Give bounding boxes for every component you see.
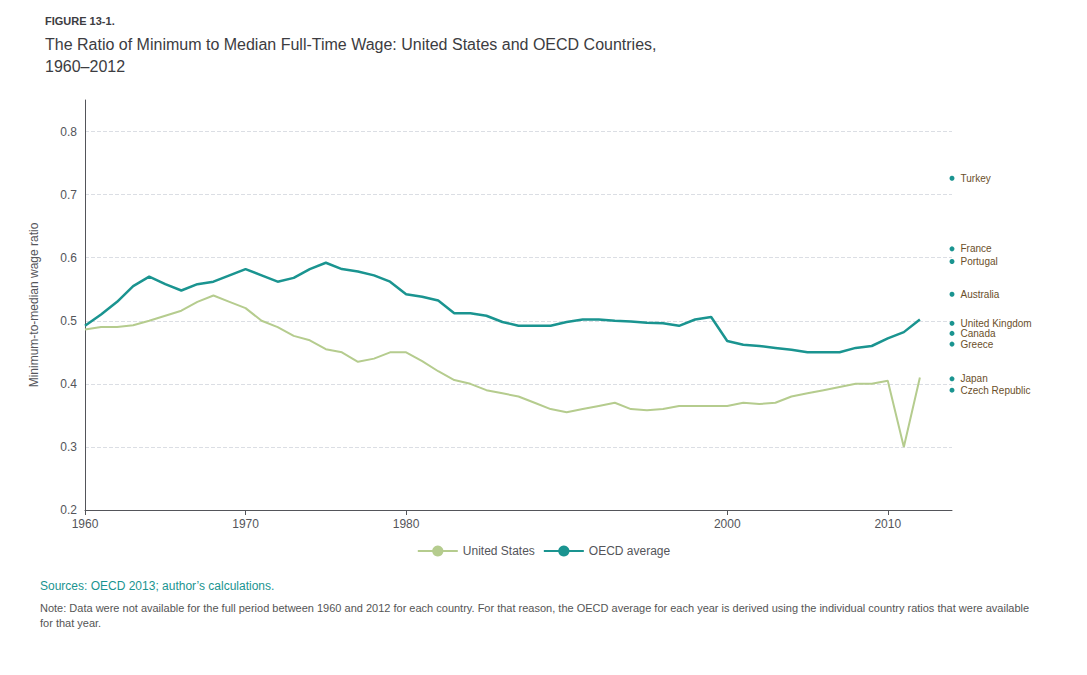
svg-text:United States: United States — [463, 544, 535, 558]
svg-text:2000: 2000 — [714, 517, 741, 531]
svg-text:FIGURE 13-1.: FIGURE 13-1. — [45, 15, 115, 27]
svg-text:Greece: Greece — [961, 339, 994, 350]
svg-text:OECD average: OECD average — [589, 544, 671, 558]
svg-text:0.7: 0.7 — [60, 188, 77, 202]
svg-text:for that year.: for that year. — [40, 617, 101, 629]
svg-text:1960–2012: 1960–2012 — [45, 58, 125, 75]
svg-text:0.5: 0.5 — [60, 314, 77, 328]
svg-text:Sources: OECD 2013; author’s c: Sources: OECD 2013; author’s calculation… — [40, 579, 274, 593]
svg-text:0.6: 0.6 — [60, 251, 77, 265]
svg-text:Note: Data were not available: Note: Data were not available for the fu… — [40, 602, 1032, 614]
svg-text:Portugal: Portugal — [961, 256, 998, 267]
svg-text:1960: 1960 — [72, 517, 99, 531]
svg-text:0.2: 0.2 — [60, 503, 77, 517]
svg-text:0.4: 0.4 — [60, 377, 77, 391]
svg-text:Czech Republic: Czech Republic — [961, 385, 1031, 396]
svg-text:Japan: Japan — [961, 373, 988, 384]
svg-text:Turkey: Turkey — [961, 173, 991, 184]
svg-text:United Kingdom: United Kingdom — [960, 317, 1032, 329]
svg-text:1970: 1970 — [232, 517, 259, 531]
svg-text:Minimum-to-median wage ratio: Minimum-to-median wage ratio — [27, 222, 41, 387]
svg-text:Australia: Australia — [961, 289, 1000, 300]
svg-text:0.8: 0.8 — [60, 125, 77, 139]
svg-text:1980: 1980 — [393, 517, 420, 531]
svg-text:Canada: Canada — [961, 328, 996, 339]
svg-text:The Ratio of Minimum to Median: The Ratio of Minimum to Median Full-Time… — [45, 36, 657, 53]
svg-text:2010: 2010 — [874, 517, 901, 531]
svg-text:France: France — [961, 243, 993, 254]
svg-text:0.3: 0.3 — [60, 440, 77, 454]
